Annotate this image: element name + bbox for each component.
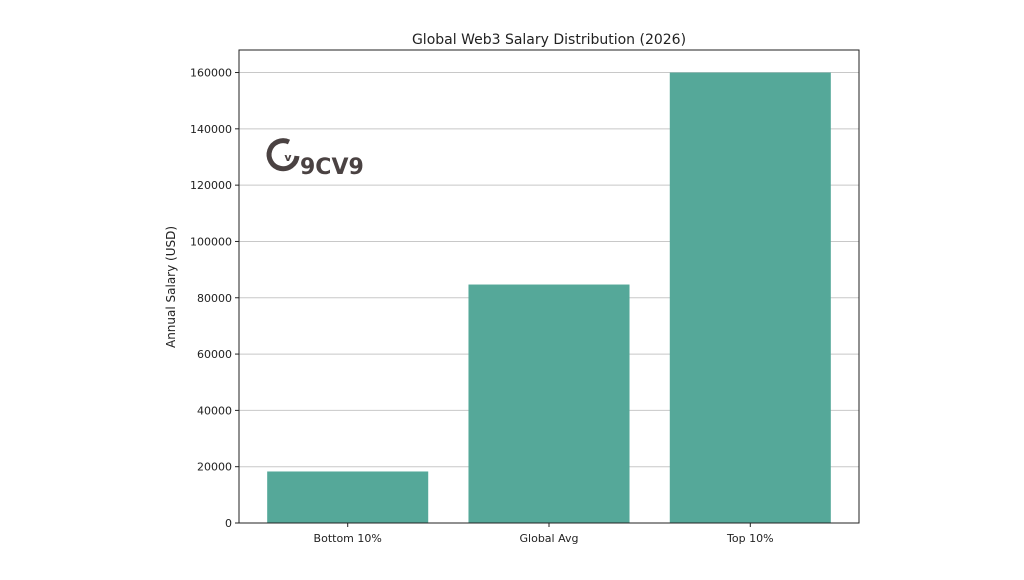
y-tick-label: 60000 [197,348,232,361]
chart-title: Global Web3 Salary Distribution (2026) [412,32,686,48]
bar-top-10- [669,72,831,524]
bar-bottom-10- [267,471,429,523]
y-tick-label: 100000 [190,235,232,248]
y-tick-label: 120000 [190,179,232,192]
y-tick-label: 140000 [190,123,232,136]
x-tick-label: Top 10% [726,532,774,545]
x-tick-label: Global Avg [520,532,579,545]
y-tick-label: 40000 [197,404,232,417]
y-tick-label: 80000 [197,292,232,305]
9cv9-logo-watermark: v 9CV9 [266,138,364,180]
bar-global-avg [468,284,630,523]
y-tick-label: 160000 [190,67,232,80]
y-axis-label: Annual Salary (USD) [164,226,178,348]
y-tick-label: 20000 [197,461,232,474]
x-tick-label: Bottom 10% [314,532,382,545]
svg-text:9CV9: 9CV9 [300,155,364,180]
y-tick-label: 0 [225,517,232,530]
svg-text:v: v [284,151,292,164]
